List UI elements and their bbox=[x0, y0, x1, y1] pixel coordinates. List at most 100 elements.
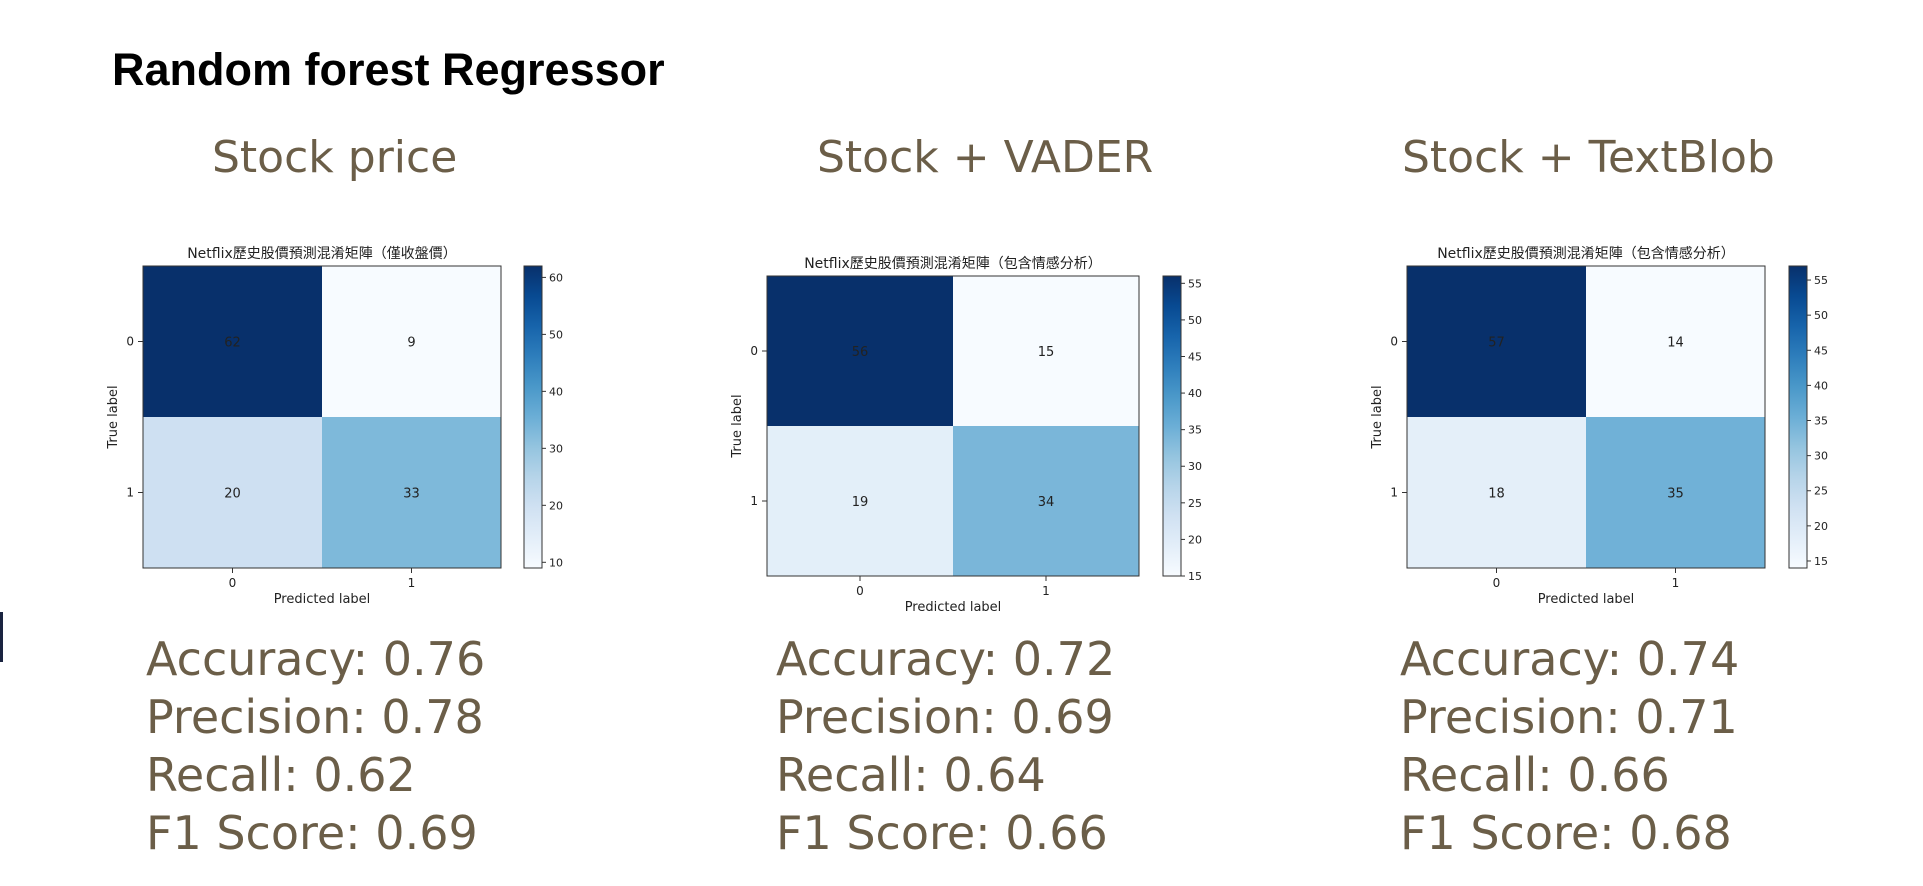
panel-heading: Stock price bbox=[212, 132, 458, 183]
panel-stock-price: Stock price Netflix歷史股價預測混淆矩陣（僅收盤價） 62 9 20… bbox=[100, 0, 720, 886]
colorbar-tick-label: 20 bbox=[1814, 520, 1828, 533]
matrix-cell-r1-c1 bbox=[953, 426, 1139, 576]
colorbar-tick-label: 20 bbox=[1188, 533, 1202, 546]
x-tick-label: 0 bbox=[229, 576, 237, 590]
colorbar-tick-label: 25 bbox=[1814, 485, 1828, 498]
colorbar-tick-label: 45 bbox=[1814, 344, 1828, 357]
metric-recall: Recall: 0.64 bbox=[776, 748, 1046, 802]
matrix-cell-r0-c1 bbox=[1586, 266, 1765, 417]
metric-precision: Precision: 0.71 bbox=[1400, 690, 1738, 744]
colorbar-tick-label: 15 bbox=[1814, 555, 1828, 568]
colorbar-tick-label: 45 bbox=[1188, 350, 1202, 363]
cell-value-r1-c1: 35 bbox=[1667, 487, 1684, 502]
colorbar-tick-label: 50 bbox=[549, 328, 563, 341]
colorbar bbox=[1162, 275, 1182, 577]
slide-title: Random forest Regressor bbox=[112, 44, 665, 95]
x-tick-label: 1 bbox=[1042, 584, 1050, 598]
y-axis-label: True label bbox=[1370, 385, 1385, 449]
cell-value-r0-c1: 14 bbox=[1667, 336, 1684, 351]
colorbar-tick-label: 25 bbox=[1188, 497, 1202, 510]
y-tick-label: 1 bbox=[126, 486, 134, 500]
cell-value-r0-c0: 62 bbox=[224, 336, 241, 351]
cell-value-r0-c0: 56 bbox=[852, 345, 869, 360]
y-tick-label: 0 bbox=[1390, 335, 1398, 349]
cell-value-r1-c1: 33 bbox=[403, 487, 420, 502]
metric-precision: Precision: 0.69 bbox=[776, 690, 1114, 744]
x-axis-label: Predicted label bbox=[905, 600, 1002, 615]
metrics-list: Accuracy: 0.76 Precision: 0.78 Recall: 0… bbox=[146, 630, 485, 862]
x-tick-label: 1 bbox=[408, 576, 416, 590]
matrix-cell-r0-c0 bbox=[767, 276, 953, 426]
matrix-cell-r1-c0 bbox=[143, 417, 322, 568]
colorbar-tick-label: 30 bbox=[1814, 450, 1828, 463]
metric-precision: Precision: 0.78 bbox=[146, 690, 484, 744]
cell-value-r0-c1: 15 bbox=[1038, 345, 1055, 360]
matrix-cell-r0-c0 bbox=[143, 266, 322, 417]
x-axis-label: Predicted label bbox=[1538, 592, 1635, 607]
matrix-frame bbox=[766, 275, 1140, 577]
x-axis-label: Predicted label bbox=[274, 592, 371, 607]
colorbar-tick-label: 55 bbox=[1188, 277, 1202, 290]
metrics-list: Accuracy: 0.74 Precision: 0.71 Recall: 0… bbox=[1400, 630, 1739, 862]
colorbar-tick-label: 30 bbox=[1188, 460, 1202, 473]
cell-value-r1-c0: 20 bbox=[224, 487, 241, 502]
metric-f1-score: F1 Score: 0.69 bbox=[146, 806, 478, 860]
confusion-matrix-chart: Netflix歷史股價預測混淆矩陣（包含情感分析） 56 15 19 34 0 1 0 1 Pre… bbox=[730, 255, 1202, 615]
matrix-frame bbox=[142, 265, 502, 569]
chart-title: Netflix歷史股價預測混淆矩陣（包含情感分析） bbox=[1437, 245, 1735, 262]
colorbar-tick-label: 40 bbox=[1188, 387, 1202, 400]
metric-accuracy: Accuracy: 0.76 bbox=[146, 632, 486, 686]
colorbar bbox=[523, 265, 543, 569]
metric-accuracy: Accuracy: 0.72 bbox=[776, 632, 1116, 686]
matrix-frame bbox=[1406, 265, 1766, 569]
x-tick-label: 0 bbox=[856, 584, 864, 598]
x-tick-label: 0 bbox=[1493, 576, 1501, 590]
y-tick-label: 0 bbox=[126, 335, 134, 349]
colorbar-tick-label: 50 bbox=[1814, 309, 1828, 322]
colorbar-tick-label: 15 bbox=[1188, 570, 1202, 583]
confusion-matrix-chart: Netflix歷史股價預測混淆矩陣（包含情感分析） 57 14 18 35 0 1 0 1 Pre… bbox=[1370, 245, 1828, 607]
matrix-cell-r1-c1 bbox=[322, 417, 501, 568]
colorbar-tick-label: 30 bbox=[549, 442, 563, 455]
colorbar-tick-label: 40 bbox=[1814, 379, 1828, 392]
cell-value-r1-c1: 34 bbox=[1038, 495, 1055, 510]
y-tick-label: 1 bbox=[750, 494, 758, 508]
matrix-cell-r0-c1 bbox=[953, 276, 1139, 426]
colorbar-tick-label: 35 bbox=[1188, 424, 1202, 437]
y-axis-label: True label bbox=[730, 394, 745, 458]
colorbar-tick-label: 55 bbox=[1814, 274, 1828, 287]
panel-stock-vader: Stock + VADER Netflix歷史股價預測混淆矩陣（包含情感分析） 5… bbox=[720, 0, 1340, 886]
slide-edge-marker bbox=[0, 612, 3, 662]
y-axis-label: True label bbox=[106, 385, 121, 449]
metrics-list: Accuracy: 0.72 Precision: 0.69 Recall: 0… bbox=[776, 630, 1115, 862]
colorbar-tick-label: 50 bbox=[1188, 314, 1202, 327]
colorbar-tick-label: 40 bbox=[549, 385, 563, 398]
panel-heading: Stock + TextBlob bbox=[1402, 132, 1775, 183]
colorbar-tick-label: 35 bbox=[1814, 415, 1828, 428]
colorbar-tick-label: 10 bbox=[549, 556, 563, 569]
colorbar-tick-label: 60 bbox=[549, 271, 563, 284]
chart-title: Netflix歷史股價預測混淆矩陣（僅收盤價） bbox=[187, 245, 457, 262]
metric-recall: Recall: 0.62 bbox=[146, 748, 416, 802]
cell-value-r1-c0: 18 bbox=[1488, 487, 1505, 502]
y-tick-label: 1 bbox=[1390, 486, 1398, 500]
metric-f1-score: F1 Score: 0.68 bbox=[1400, 806, 1732, 860]
metric-recall: Recall: 0.66 bbox=[1400, 748, 1670, 802]
colorbar bbox=[1788, 265, 1808, 569]
matrix-cell-r1-c0 bbox=[1407, 417, 1586, 568]
colorbar-tick-label: 20 bbox=[549, 499, 563, 512]
panel-heading: Stock + VADER bbox=[817, 132, 1154, 183]
matrix-cell-r0-c1 bbox=[322, 266, 501, 417]
matrix-cell-r0-c0 bbox=[1407, 266, 1586, 417]
matrix-cell-r1-c0 bbox=[767, 426, 953, 576]
cell-value-r0-c0: 57 bbox=[1488, 336, 1505, 351]
matrix-cell-r1-c1 bbox=[1586, 417, 1765, 568]
cell-value-r0-c1: 9 bbox=[407, 336, 415, 351]
panel-stock-textblob: Stock + TextBlob Netflix歷史股價預測混淆矩陣（包含情感分… bbox=[1340, 0, 1923, 886]
metric-f1-score: F1 Score: 0.66 bbox=[776, 806, 1108, 860]
metric-accuracy: Accuracy: 0.74 bbox=[1400, 632, 1740, 686]
cell-value-r1-c0: 19 bbox=[852, 495, 869, 510]
chart-title: Netflix歷史股價預測混淆矩陣（包含情感分析） bbox=[804, 255, 1102, 272]
y-tick-label: 0 bbox=[750, 344, 758, 358]
